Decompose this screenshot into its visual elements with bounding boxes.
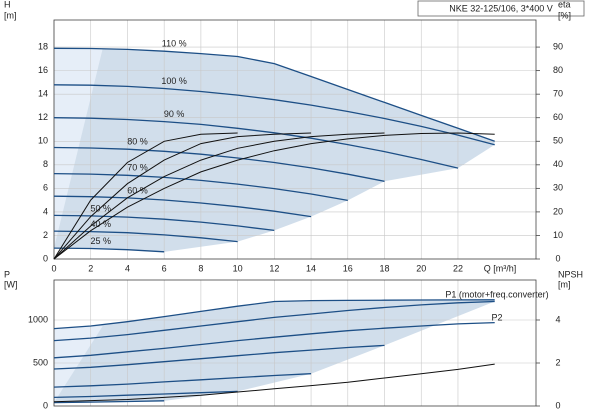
x-tick-label: 18: [380, 263, 390, 273]
curve: [53, 132, 495, 260]
x-tick-label: 4: [125, 263, 130, 273]
curve: [53, 47, 495, 142]
plot-frame: [53, 279, 537, 407]
speed-label: 110 %: [162, 39, 187, 49]
x-tick-label: 2: [88, 263, 93, 273]
speed-label: 60 %: [127, 185, 148, 195]
speed-label: 25 %: [90, 236, 111, 246]
y-tick-label: 6: [43, 183, 48, 193]
x-axis-label: Q [m³/h]: [484, 263, 517, 273]
curve: [53, 373, 312, 388]
speed-label: 70 %: [127, 163, 148, 173]
curve: [53, 400, 165, 404]
y2-tick-label: 2: [555, 357, 560, 367]
y2-tick-label: 50: [553, 136, 563, 146]
curve: [53, 247, 165, 253]
y2-tick-label: 0: [555, 253, 560, 263]
y-tick-label: 1000: [28, 314, 48, 324]
curve: [53, 300, 495, 342]
y-tick-label: 0: [43, 253, 48, 263]
curve: [53, 132, 238, 260]
y2-tick-label: 30: [553, 183, 563, 193]
y2-tick-label: 20: [553, 206, 563, 216]
curve: [53, 117, 459, 169]
y-tick-label: 10: [38, 136, 48, 146]
y-tick-label: 14: [38, 89, 48, 99]
curve: [53, 195, 312, 218]
y-tick-label: 18: [38, 41, 48, 51]
y-tick-label: 500: [33, 357, 48, 367]
x-tick-label: 6: [162, 263, 167, 273]
y-axis-label: P: [4, 269, 10, 279]
y2-tick-label: 0: [555, 400, 560, 410]
y-tick-label: 8: [43, 159, 48, 169]
x-tick-label: 20: [416, 263, 426, 273]
y2-tick-label: 90: [553, 41, 563, 51]
speed-label: 80 %: [127, 137, 148, 147]
curve: [53, 214, 275, 232]
curve: [53, 390, 238, 399]
x-tick-label: 12: [269, 263, 279, 273]
x-tick-label: 22: [453, 263, 463, 273]
chart-title: NKE 32-125/106, 3*400 V: [449, 3, 553, 13]
y-tick-label: 4: [43, 206, 48, 216]
y-axis-label: H: [4, 0, 11, 9]
curve: [53, 363, 495, 403]
y2-tick-label: 60: [553, 112, 563, 122]
y-axis-unit: [W]: [4, 279, 18, 289]
curve: [53, 132, 312, 260]
x-tick-label: 14: [306, 263, 316, 273]
x-tick-label: 0: [51, 263, 56, 273]
y2-tick-label: 70: [553, 89, 563, 99]
y-tick-label: 2: [43, 230, 48, 240]
curve: [53, 299, 495, 330]
title-box: [417, 0, 585, 17]
curve: [53, 146, 385, 182]
curve: [53, 321, 495, 359]
curve-annotation: P2: [491, 312, 502, 322]
x-tick-label: 16: [343, 263, 353, 273]
speed-label: 90 %: [164, 109, 185, 119]
y2-tick-label: 4: [555, 314, 560, 324]
y-tick-label: 12: [38, 112, 48, 122]
curve: [53, 344, 385, 370]
curve: [53, 132, 385, 260]
curve: [53, 172, 348, 202]
x-tick-label: 8: [198, 263, 203, 273]
y2-axis-label: NPSH: [558, 269, 583, 279]
plot-frame: [53, 19, 537, 260]
y2-tick-label: 40: [553, 159, 563, 169]
y-tick-label: 16: [38, 65, 48, 75]
y-tick-label: 0: [43, 400, 48, 410]
y2-axis-unit: [m]: [558, 279, 571, 289]
x-tick-label: 10: [233, 263, 243, 273]
y2-tick-label: 80: [553, 65, 563, 75]
speed-label: 100 %: [161, 76, 187, 86]
y2-axis-unit: [%]: [558, 10, 571, 20]
y-axis-unit: [m]: [4, 10, 17, 20]
curve-annotation: P1 (motor+freq.converter): [445, 289, 548, 299]
curve: [53, 84, 495, 146]
y2-tick-label: 10: [553, 230, 563, 240]
y2-axis-label: eta: [558, 0, 571, 9]
